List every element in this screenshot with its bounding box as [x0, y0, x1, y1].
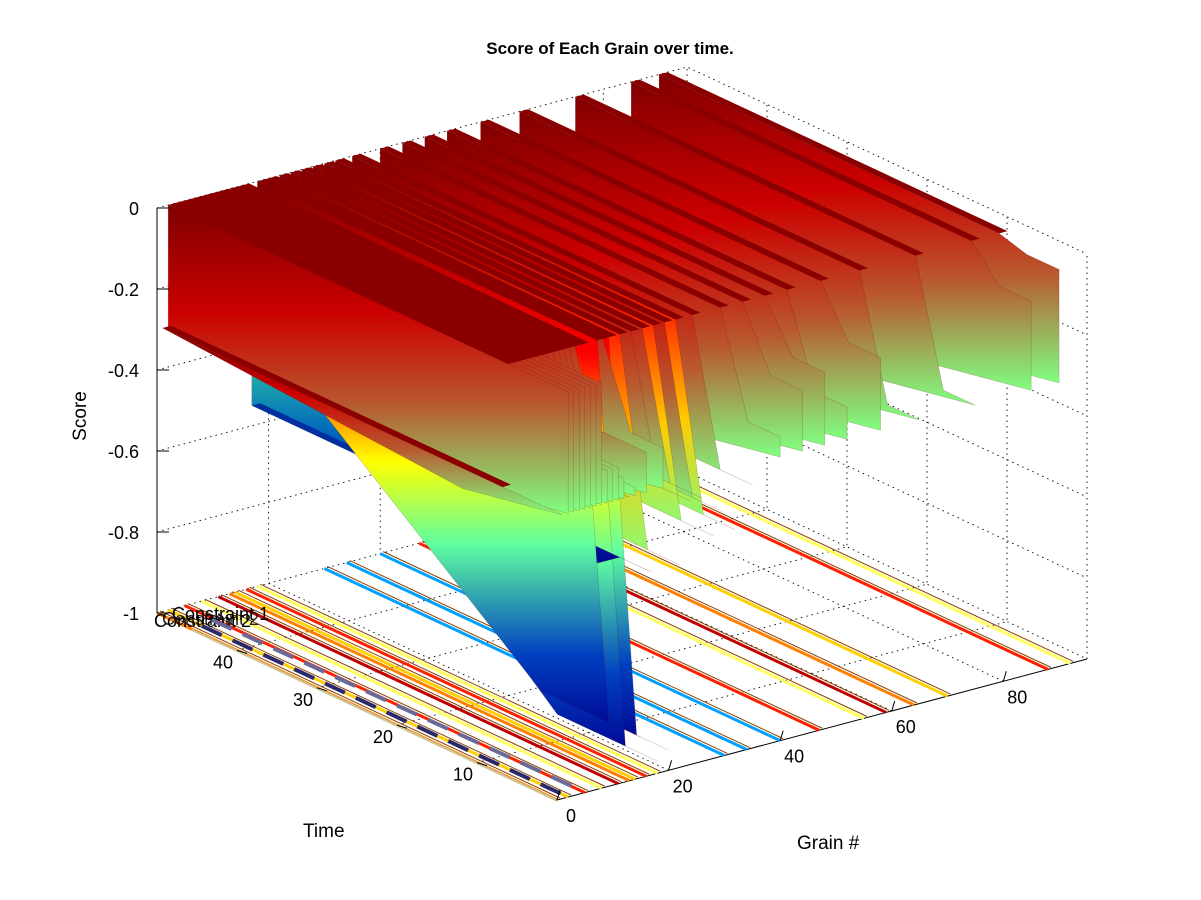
grain-cap	[324, 161, 673, 323]
x-tick-mark	[891, 700, 896, 712]
floor-line-edge	[673, 473, 1074, 662]
grain-cap	[659, 72, 1008, 234]
y-axis-label: Time	[303, 821, 345, 842]
chart-title: Score of Each Grain over time.	[486, 39, 734, 58]
floor-line-edge	[204, 598, 605, 787]
x-axis-label: Grain #	[797, 833, 860, 854]
grain-cap	[235, 185, 584, 347]
x-tick-mark	[556, 789, 561, 801]
grid-line-y	[316, 141, 848, 689]
grain-cap	[480, 119, 829, 281]
x-tick-mark	[1002, 671, 1007, 682]
z-tick-label: -0.4	[108, 361, 139, 381]
z-tick-label: -0.2	[108, 280, 139, 300]
floor-line-edge	[221, 594, 622, 783]
floor-line-edge	[170, 607, 572, 796]
grain-cap	[179, 199, 528, 361]
y-tick-label: 10	[453, 765, 473, 785]
grain-cap	[575, 94, 924, 256]
grain-cap	[447, 128, 796, 290]
floor-line-edge	[260, 583, 661, 772]
x-tick-mark	[779, 730, 784, 741]
grain-cap	[207, 192, 556, 354]
z-tick-label: -0.6	[108, 442, 139, 462]
legend-entry-overlap: Constraint 2	[162, 609, 259, 629]
floor-line	[217, 595, 620, 786]
z-axis-label: Score	[70, 391, 91, 441]
grain-cap	[190, 196, 539, 358]
grid-line-z	[156, 390, 1088, 579]
grid-line-z	[156, 66, 1088, 255]
grain-cap	[424, 134, 774, 296]
floor-line-edge	[187, 603, 589, 792]
grain-cap	[223, 188, 573, 350]
grain-cap	[279, 173, 629, 335]
constraint-floor-line	[191, 628, 557, 801]
floor-line	[234, 590, 636, 781]
legend-entry-constraint-1: Constraint 1	[172, 604, 269, 624]
floor-line-edge	[249, 586, 650, 775]
grain-cap	[229, 186, 578, 348]
z-tick-label: -1	[123, 604, 139, 624]
grain-cap	[352, 153, 701, 315]
y-tick-label: 40	[213, 652, 233, 672]
x-tick-label: 40	[784, 747, 804, 767]
grain-cap	[218, 189, 567, 351]
floor-line	[200, 599, 603, 790]
grain-cap	[290, 170, 640, 332]
z-tick-label: -0.8	[108, 523, 139, 543]
floor-line	[647, 481, 1049, 671]
floor-line-edge	[650, 479, 1052, 668]
floor-line	[256, 584, 659, 775]
grain-cap	[168, 202, 517, 364]
grain-cap	[162, 325, 511, 487]
grain-cap	[335, 158, 684, 320]
y-tick-mark	[396, 724, 408, 729]
grain-cap	[402, 140, 751, 302]
grain-cap	[631, 79, 980, 241]
x-tick-label: 60	[896, 717, 916, 737]
y-tick-mark	[476, 762, 488, 767]
tick-labels: 0 20 40 60 80 10 20 30 40 0 -0.2 -0.4 -0.6 -0.8 -1	[108, 199, 1027, 826]
floor-line	[228, 592, 631, 783]
floor-line-edge	[237, 589, 639, 778]
grain-cap	[380, 146, 729, 308]
grain-cap	[263, 177, 612, 339]
x-tick-label: 80	[1007, 687, 1027, 707]
grain-cap	[184, 198, 534, 360]
y-tick-label: 30	[293, 690, 313, 710]
grain-cap	[257, 179, 606, 341]
grain-cap	[240, 183, 590, 345]
grain-cap	[302, 167, 651, 329]
grain-cap	[196, 195, 545, 357]
grid-line-y	[476, 216, 1008, 764]
floor-line	[245, 587, 647, 778]
grain-cap	[173, 201, 523, 363]
x-tick-mark	[668, 760, 673, 771]
floor-line	[669, 475, 1071, 665]
y-tick-mark	[316, 687, 328, 692]
x-tick-label: 0	[566, 806, 576, 826]
grid-line-z	[156, 471, 1088, 660]
grid-line-y	[236, 104, 768, 651]
x-tick-label: 20	[673, 776, 693, 796]
grain-cap	[268, 176, 617, 338]
grain-cap	[212, 190, 562, 353]
z-tick-label: 0	[129, 199, 139, 219]
y-tick-label: 20	[373, 727, 393, 747]
y-tick-mark	[236, 649, 248, 654]
grain-cap	[313, 164, 662, 326]
grain-cap	[519, 109, 868, 271]
grain-cap	[201, 193, 550, 356]
score-surface	[162, 72, 1060, 762]
floor-line-edge	[159, 610, 561, 799]
